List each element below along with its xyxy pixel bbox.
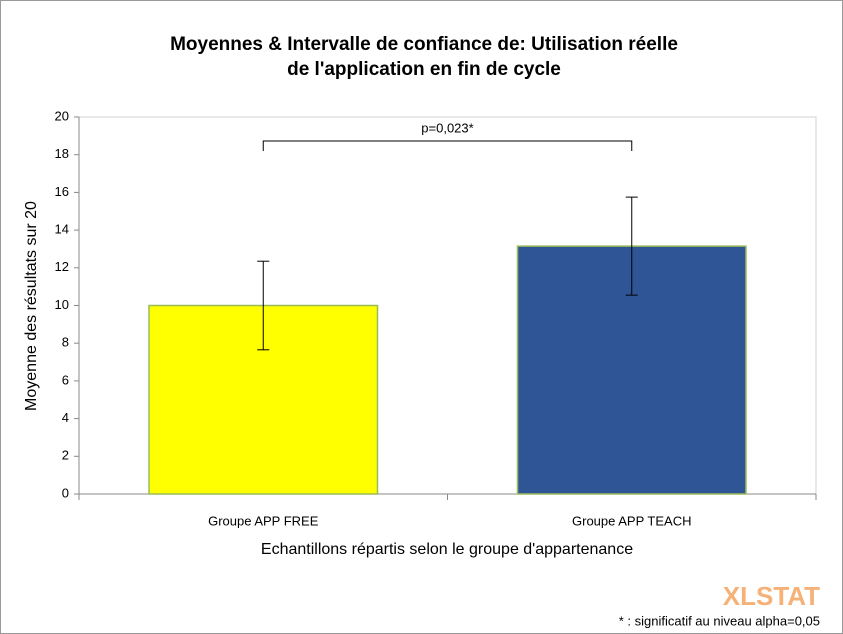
y-tick-label: 12 xyxy=(55,259,69,274)
y-tick-label: 20 xyxy=(55,108,69,123)
x-axis-label: Echantillons répartis selon le groupe d'… xyxy=(261,541,633,558)
watermark: XLSTAT xyxy=(723,581,820,611)
footnote: * : significatif au niveau alpha=0,05 xyxy=(619,613,820,628)
y-tick-label: 14 xyxy=(55,222,69,237)
y-tick-label: 0 xyxy=(62,485,69,500)
significance-bracket xyxy=(262,140,633,151)
y-axis-label: Moyenne des résultats sur 20 xyxy=(23,201,40,411)
y-tick-label: 4 xyxy=(62,410,69,425)
x-tick-label: Groupe APP TEACH xyxy=(572,513,691,528)
x-tick-label: Groupe APP FREE xyxy=(208,513,319,528)
chart-title: de l'application en fin de cycle xyxy=(287,59,561,80)
y-tick-label: 10 xyxy=(55,297,69,312)
y-tick-label: 6 xyxy=(62,372,69,387)
significance-label: p=0,023* xyxy=(421,120,473,135)
y-tick-label: 8 xyxy=(62,335,69,350)
y-tick-label: 2 xyxy=(62,448,69,463)
chart-title: Moyennes & Intervalle de confiance de: U… xyxy=(170,34,678,55)
y-tick-label: 16 xyxy=(55,184,69,199)
y-tick-label: 18 xyxy=(55,146,69,161)
